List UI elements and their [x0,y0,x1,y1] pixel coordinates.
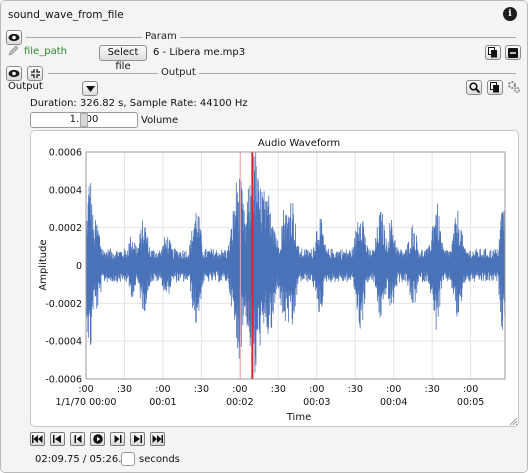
y-tick-label: 0.0006 [49,148,82,159]
step-forward-icon[interactable] [110,432,125,446]
select-file-button[interactable]: Select file [99,45,147,72]
output-separator [48,73,516,74]
volume-slider-handle[interactable] [80,113,88,127]
x-tick-labels: :00 :30 :00 :30 :00 :30 :00 :30 :00 :30 :00 1/1/70 … [56,384,485,408]
output-section-label: Output [158,67,199,78]
y-axis-label: Amplitude [38,239,49,290]
y-tick-label: -0.0002 [45,299,82,310]
x-tick-label: :00 [155,384,170,395]
collapse-icon[interactable] [27,66,43,81]
file-path-label: file_path [24,46,67,57]
minimize-icon[interactable] [505,45,521,60]
y-tick-label: 0 [76,261,82,272]
x-tick-label: :30 [271,384,286,395]
y-tick-label: -0.0006 [45,375,82,386]
node-title: sound_wave_from_file [8,9,124,21]
plot-area-border [85,151,506,380]
y-tick-label: 0.0004 [49,185,82,196]
x-tick-sublabel: 00:05 [457,397,484,408]
copy-icon[interactable] [485,45,501,60]
x-tick-sublabel: 00:01 [149,397,176,408]
x-tick-sublabel: 00:03 [303,397,330,408]
x-tick-label: :30 [117,384,132,395]
chart-title: Audio Waveform [258,138,340,149]
x-tick-label: :00 [232,384,247,395]
step-back-icon[interactable] [70,432,85,446]
zoom-icon[interactable] [466,80,482,95]
seconds-label: seconds [139,454,180,465]
skip-to-end-icon[interactable] [150,432,165,446]
x-tick-sublabel: 1/1/70 00:00 [56,397,117,408]
copy-output-icon[interactable] [487,80,503,95]
resize-handle-icon[interactable] [509,417,518,426]
param-separator [26,37,516,38]
x-tick-label: :00 [78,384,93,395]
x-tick-label: :00 [386,384,401,395]
x-tick-label: :30 [194,384,209,395]
skip-to-start-icon[interactable] [30,432,45,446]
waveform-chart[interactable]: Audio Waveform Amplitude Time 0.00060.00… [30,130,519,427]
file-name: 6 - Libera me.mp3 [153,47,246,58]
playback-position: 02:09.75 / 05:26.81 [35,454,135,465]
dropdown-arrow-icon[interactable] [82,81,98,96]
output-label: Output [8,81,43,92]
x-tick-label: :30 [425,384,440,395]
x-tick-label: :00 [309,384,324,395]
info-icon[interactable]: i [503,7,517,21]
x-tick-label: :30 [348,384,363,395]
settings-gear-icon[interactable] [507,80,521,94]
play-icon[interactable] [90,432,105,446]
y-tick-label: -0.0004 [45,337,82,348]
playhead-layer [239,152,254,379]
y-tick-label: 0.0002 [49,223,82,234]
x-tick-label: :00 [463,384,478,395]
y-tick-labels: 0.0006 0.0004 0.0002 0 -0.0002 -0.0004 -0.0006 [45,148,82,386]
param-section-label: Param [142,31,180,42]
seconds-checkbox[interactable] [121,452,135,466]
param-visibility-eye-icon[interactable] [6,30,22,45]
waveform-series [85,151,506,373]
previous-track-icon[interactable] [50,432,65,446]
volume-label: Volume [141,115,179,126]
audio-info-text: Duration: 326.82 s, Sample Rate: 44100 H… [30,98,248,109]
output-visibility-eye-icon[interactable] [6,66,22,81]
next-track-icon[interactable] [130,432,145,446]
x-tick-sublabel: 00:04 [380,397,407,408]
pencil-icon [8,45,19,56]
x-axis-label: Time [286,412,311,423]
x-tick-sublabel: 00:02 [226,397,253,408]
